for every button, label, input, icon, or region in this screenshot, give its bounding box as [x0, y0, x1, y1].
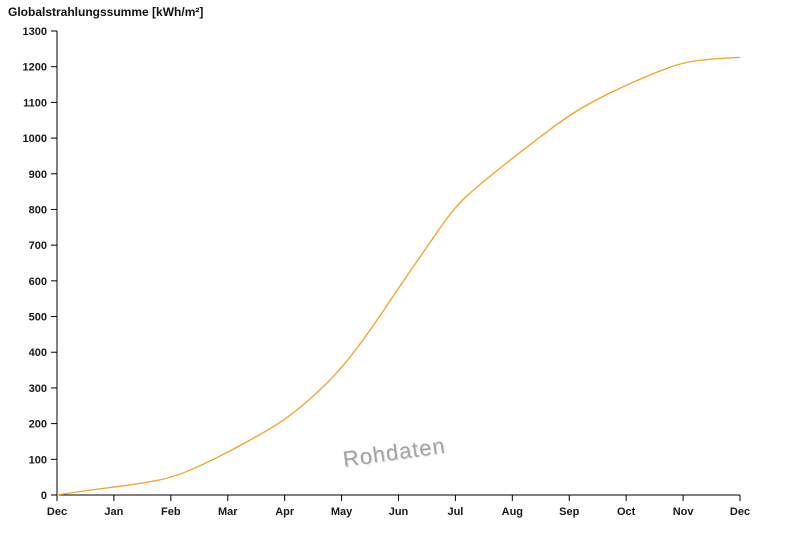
y-tick-label: 900	[29, 169, 47, 181]
y-tick-label: 500	[29, 312, 47, 324]
x-tick-label: Mar	[218, 506, 238, 518]
x-tick-label: Aug	[502, 506, 523, 518]
y-tick-label: 0	[41, 490, 47, 502]
y-tick-label: 300	[29, 383, 47, 395]
x-tick-label: Jan	[104, 506, 123, 518]
y-tick-label: 1100	[23, 97, 47, 109]
chart-title: Globalstrahlungssumme [kWh/m²]	[8, 5, 204, 19]
y-tick-label: 200	[29, 419, 47, 431]
x-tick-label: Dec	[730, 506, 750, 518]
radiation-sum-curve	[56, 56, 741, 496]
x-tick-label: Jul	[447, 506, 463, 518]
x-tick-label: Nov	[673, 506, 695, 518]
y-tick-label: 600	[29, 276, 47, 288]
x-tick-label: Jun	[389, 506, 409, 518]
y-tick-label: 400	[29, 347, 47, 359]
y-tick-label: 1200	[23, 62, 47, 74]
y-tick-label: 100	[29, 454, 47, 466]
x-tick-label: Apr	[275, 506, 295, 518]
y-tick-label: 700	[29, 240, 47, 252]
x-tick-label: Oct	[617, 506, 636, 518]
y-tick-label: 1300	[23, 26, 47, 38]
x-tick-label: May	[331, 506, 353, 518]
y-tick-label: 1000	[23, 133, 47, 145]
x-tick-label: Feb	[161, 506, 181, 518]
y-tick-label: 800	[29, 204, 47, 216]
x-tick-label: Sep	[559, 506, 579, 518]
x-tick-label: Dec	[47, 506, 67, 518]
